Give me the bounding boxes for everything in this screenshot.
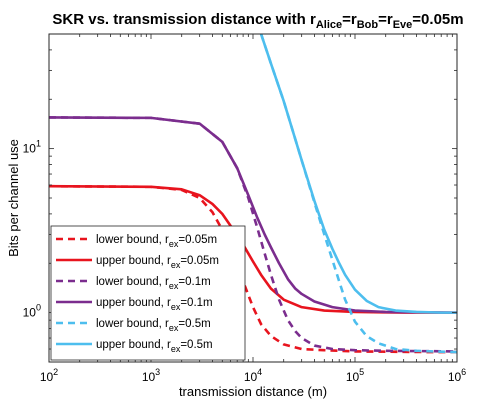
x-tick-label: 104 bbox=[244, 367, 262, 384]
y-tick-exponent: 1 bbox=[36, 139, 41, 149]
legend-suffix: =0.05m bbox=[180, 255, 219, 267]
y-tick-label: 101 bbox=[23, 139, 41, 156]
legend-suffix: =0.1m bbox=[178, 276, 210, 288]
legend-name: lower bound, r bbox=[96, 234, 169, 246]
x-tick-exponent: 2 bbox=[53, 367, 58, 377]
legend-suffix: =0.5m bbox=[180, 339, 212, 351]
x-tick-exponent: 5 bbox=[359, 367, 364, 377]
x-tick-label: 105 bbox=[346, 367, 364, 384]
y-tick-base: 10 bbox=[23, 306, 37, 320]
legend-label-2: lower bound, rex=0.1m bbox=[96, 276, 211, 291]
series-layer bbox=[49, 34, 457, 354]
legend-subscript: ex bbox=[171, 260, 181, 270]
legend-subscript: ex bbox=[169, 239, 179, 249]
x-tick-label: 106 bbox=[448, 367, 466, 384]
x-axis-label: transmission distance (m) bbox=[179, 384, 327, 399]
legend-subscript: ex bbox=[169, 323, 179, 333]
title-part-0: =r bbox=[342, 11, 357, 28]
x-tick-base: 10 bbox=[142, 370, 156, 384]
series-line-1 bbox=[49, 184, 457, 314]
y-tick-label: 100 bbox=[23, 303, 41, 320]
y-axis-label: Bits per channel use bbox=[6, 139, 21, 257]
legend-subscript: ex bbox=[171, 344, 181, 354]
legend-name: lower bound, r bbox=[96, 318, 169, 330]
legend-subscript: ex bbox=[171, 302, 181, 312]
x-tick-base: 10 bbox=[40, 370, 54, 384]
x-tick-base: 10 bbox=[346, 370, 360, 384]
y-tick-base: 10 bbox=[23, 142, 37, 156]
legend-name: upper bound, r bbox=[96, 297, 171, 309]
title-main: SKR vs. transmission distance with r bbox=[52, 11, 316, 28]
legend-suffix: =0.05m bbox=[178, 234, 217, 246]
legend-name: upper bound, r bbox=[96, 255, 171, 267]
x-tick-exponent: 3 bbox=[155, 367, 160, 377]
legend-label-3: upper bound, rex=0.1m bbox=[96, 297, 213, 312]
chart-title: SKR vs. transmission distance with rAlic… bbox=[52, 11, 463, 31]
series-line-3 bbox=[49, 116, 457, 314]
legend-suffix: =0.5m bbox=[178, 318, 210, 330]
series-line-5 bbox=[259, 34, 457, 314]
x-tick-label: 102 bbox=[40, 367, 58, 384]
title-part-1: =r bbox=[378, 11, 393, 28]
x-tick-exponent: 4 bbox=[257, 367, 262, 377]
x-tick-label: 103 bbox=[142, 367, 160, 384]
legend-label-0: lower bound, rex=0.05m bbox=[96, 234, 217, 249]
legend-name: upper bound, r bbox=[96, 339, 171, 351]
y-tick-exponent: 0 bbox=[36, 303, 41, 313]
title-subscript-2: Eve bbox=[393, 19, 413, 31]
x-tick-base: 10 bbox=[244, 370, 258, 384]
legend-label-4: lower bound, rex=0.5m bbox=[96, 318, 211, 333]
title-part-2: =0.05m bbox=[412, 11, 463, 28]
legend-label-5: upper bound, rex=0.5m bbox=[96, 339, 213, 354]
legend-name: lower bound, r bbox=[96, 276, 169, 288]
x-tick-exponent: 6 bbox=[461, 367, 466, 377]
title-subscript-0: Alice bbox=[316, 19, 342, 31]
plot-frame bbox=[48, 33, 458, 363]
x-tick-base: 10 bbox=[448, 370, 462, 384]
legend-box bbox=[50, 225, 246, 361]
title-subscript-1: Bob bbox=[357, 19, 379, 31]
legend-subscript: ex bbox=[169, 281, 179, 291]
legend-suffix: =0.1m bbox=[180, 297, 212, 309]
legend-label-1: upper bound, rex=0.05m bbox=[96, 255, 219, 270]
